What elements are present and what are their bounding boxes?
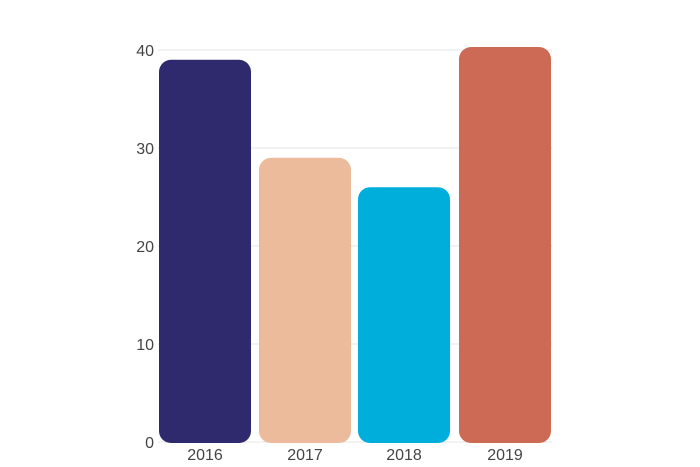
x-axis-tick-labels: 2016 2017 2018 2019: [187, 447, 523, 464]
x-tick-label: 2018: [386, 447, 422, 464]
bar-2018: [358, 187, 450, 443]
bars: [159, 47, 551, 444]
y-tick-label: 30: [136, 141, 154, 158]
y-tick-label: 0: [145, 435, 154, 452]
x-tick-label: 2017: [287, 447, 323, 464]
bar-2016: [159, 59, 251, 444]
bar-2017: [259, 157, 351, 444]
x-tick-label: 2019: [487, 447, 523, 464]
x-tick-label: 2016: [187, 447, 223, 464]
y-tick-label: 10: [136, 337, 154, 354]
y-tick-label: 40: [136, 43, 154, 60]
bar-2019: [459, 47, 551, 444]
y-axis-tick-labels: 0 10 20 30 40: [136, 43, 154, 452]
y-tick-label: 20: [136, 239, 154, 256]
